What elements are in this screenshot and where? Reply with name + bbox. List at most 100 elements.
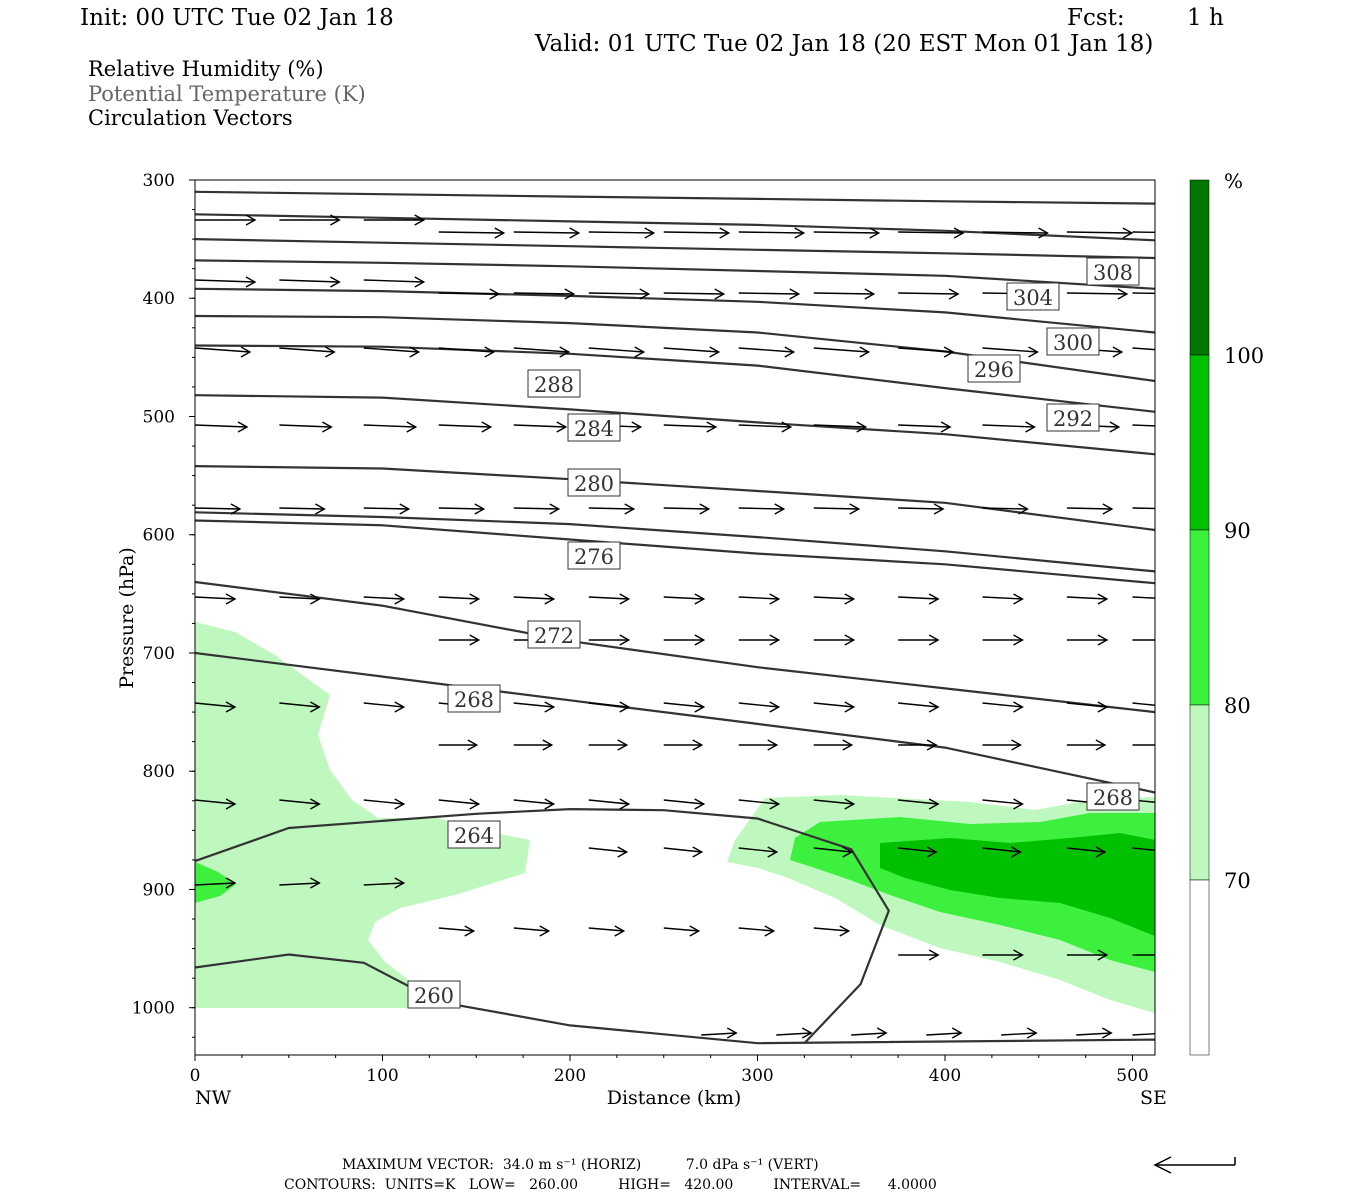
vector-arrow bbox=[195, 424, 248, 428]
vector-arrow-head bbox=[414, 276, 426, 288]
vector-arrow bbox=[363, 507, 409, 510]
vector-arrow bbox=[513, 799, 554, 805]
vector-arrow-head bbox=[1101, 1027, 1113, 1039]
contour-label-box bbox=[447, 820, 501, 849]
vector-arrow-head bbox=[928, 593, 940, 605]
vector-arrow-head bbox=[769, 701, 781, 713]
vector-arrow-head bbox=[237, 421, 249, 433]
vector-arrow bbox=[982, 702, 1023, 708]
contour-label-box bbox=[1046, 403, 1100, 432]
vector-arrow-head bbox=[859, 346, 871, 358]
vector-arrow bbox=[588, 231, 654, 234]
x-tick-label: 400 bbox=[929, 1066, 961, 1086]
vector-arrow bbox=[663, 347, 719, 353]
vector-arrow bbox=[898, 507, 944, 510]
theta-contour-308 bbox=[195, 238, 1155, 260]
contour-label: 272 bbox=[534, 624, 574, 648]
vector-arrow bbox=[279, 596, 320, 600]
vector-arrow bbox=[1076, 1032, 1112, 1036]
vector-arrow-head bbox=[330, 214, 341, 226]
y-tick-label: 400 bbox=[143, 289, 175, 309]
vector-arrow bbox=[738, 799, 779, 805]
reference-vector-arrow bbox=[1153, 1156, 1236, 1174]
vector-arrow bbox=[898, 292, 959, 295]
x-tick-label: 500 bbox=[1116, 1066, 1148, 1086]
forecast-label: Fcst: bbox=[1067, 5, 1125, 31]
vector-arrow-head bbox=[617, 739, 629, 751]
vector-arrow-head bbox=[619, 701, 631, 713]
vector-arrow bbox=[1001, 1032, 1037, 1036]
vector-arrow bbox=[663, 847, 702, 853]
vector-arrow-head bbox=[789, 288, 801, 300]
vector-arrow-head bbox=[864, 288, 876, 300]
vector-arrow bbox=[663, 424, 716, 428]
x-tick-label: 100 bbox=[366, 1066, 398, 1086]
vector-arrow bbox=[438, 799, 479, 805]
legend-potential-temperature: Potential Temperature (K) bbox=[88, 82, 366, 106]
vector-arrow bbox=[851, 1032, 887, 1036]
vector-arrow-head bbox=[469, 593, 481, 605]
vector-arrow-head bbox=[769, 593, 781, 605]
vector-arrow bbox=[982, 596, 1023, 600]
vector-arrow bbox=[663, 231, 729, 234]
vector-arrow-head bbox=[767, 846, 779, 858]
vector-arrow-head bbox=[928, 949, 940, 961]
vector-arrow-head bbox=[619, 593, 631, 605]
x-tick-label: 0 bbox=[190, 1066, 201, 1086]
theta-contour-308 bbox=[195, 213, 1155, 242]
vector-arrow bbox=[663, 799, 704, 805]
vector-arrow-head bbox=[399, 503, 411, 515]
vector-arrow-head bbox=[240, 346, 252, 358]
vector-arrow bbox=[588, 596, 629, 600]
vector-arrow-head bbox=[467, 739, 479, 751]
theta-contour-276 bbox=[195, 519, 1155, 585]
vector-arrow bbox=[438, 424, 491, 428]
vector-arrow bbox=[813, 847, 852, 853]
vector-arrow-head bbox=[315, 503, 326, 515]
vector-arrow bbox=[1132, 424, 1155, 427]
vector-arrow bbox=[738, 702, 779, 708]
vector-arrow bbox=[279, 507, 325, 510]
vector-arrow bbox=[738, 507, 784, 510]
vector-arrow-head bbox=[1013, 701, 1024, 713]
contour-label-box bbox=[567, 413, 621, 442]
plot-frame bbox=[194, 179, 1156, 1056]
y-tick-label: 700 bbox=[143, 644, 175, 664]
vector-arrow bbox=[982, 847, 1021, 853]
contour-label: 276 bbox=[574, 545, 614, 569]
colorbar-level-80: 80 bbox=[1224, 694, 1251, 718]
vector-arrow-head bbox=[1097, 593, 1109, 605]
theta-contours bbox=[195, 190, 1155, 1045]
vector-arrow-head bbox=[1038, 227, 1049, 239]
vector-arrow-head bbox=[1025, 421, 1036, 433]
vector-arrow bbox=[438, 292, 499, 295]
vector-arrow-head bbox=[310, 798, 321, 810]
vector-arrow bbox=[813, 292, 874, 295]
vector-arrow bbox=[1132, 347, 1155, 351]
contour-label-box bbox=[567, 541, 621, 570]
vector-arrow bbox=[363, 279, 424, 283]
vector-arrow bbox=[738, 347, 794, 353]
vector-arrow-head bbox=[842, 739, 854, 751]
vector-arrow bbox=[813, 596, 854, 600]
vector-arrow-head bbox=[1095, 846, 1107, 858]
vector-arrow bbox=[1066, 596, 1107, 600]
vector-arrow bbox=[982, 231, 1048, 234]
vector-arrow-head bbox=[781, 421, 793, 433]
vector-arrow-head bbox=[844, 701, 856, 713]
theta-contour-264 bbox=[195, 807, 891, 1044]
legend-circulation-vectors: Circulation Vectors bbox=[88, 106, 293, 130]
vector-arrow bbox=[813, 799, 854, 805]
vector-arrow bbox=[438, 231, 504, 234]
theta-contour-272 bbox=[195, 580, 1155, 714]
vector-arrow-head bbox=[928, 701, 940, 713]
vector-arrow bbox=[738, 847, 777, 853]
vector-arrow-head bbox=[694, 634, 706, 646]
vector-arrow bbox=[701, 1032, 737, 1036]
y-tick-label: 900 bbox=[143, 880, 175, 900]
vector-arrow-head bbox=[1164, 950, 1173, 960]
vector-arrow-head bbox=[394, 877, 406, 889]
vector-arrow bbox=[363, 882, 404, 886]
vector-arrow bbox=[279, 799, 320, 805]
vector-arrow bbox=[513, 702, 554, 708]
